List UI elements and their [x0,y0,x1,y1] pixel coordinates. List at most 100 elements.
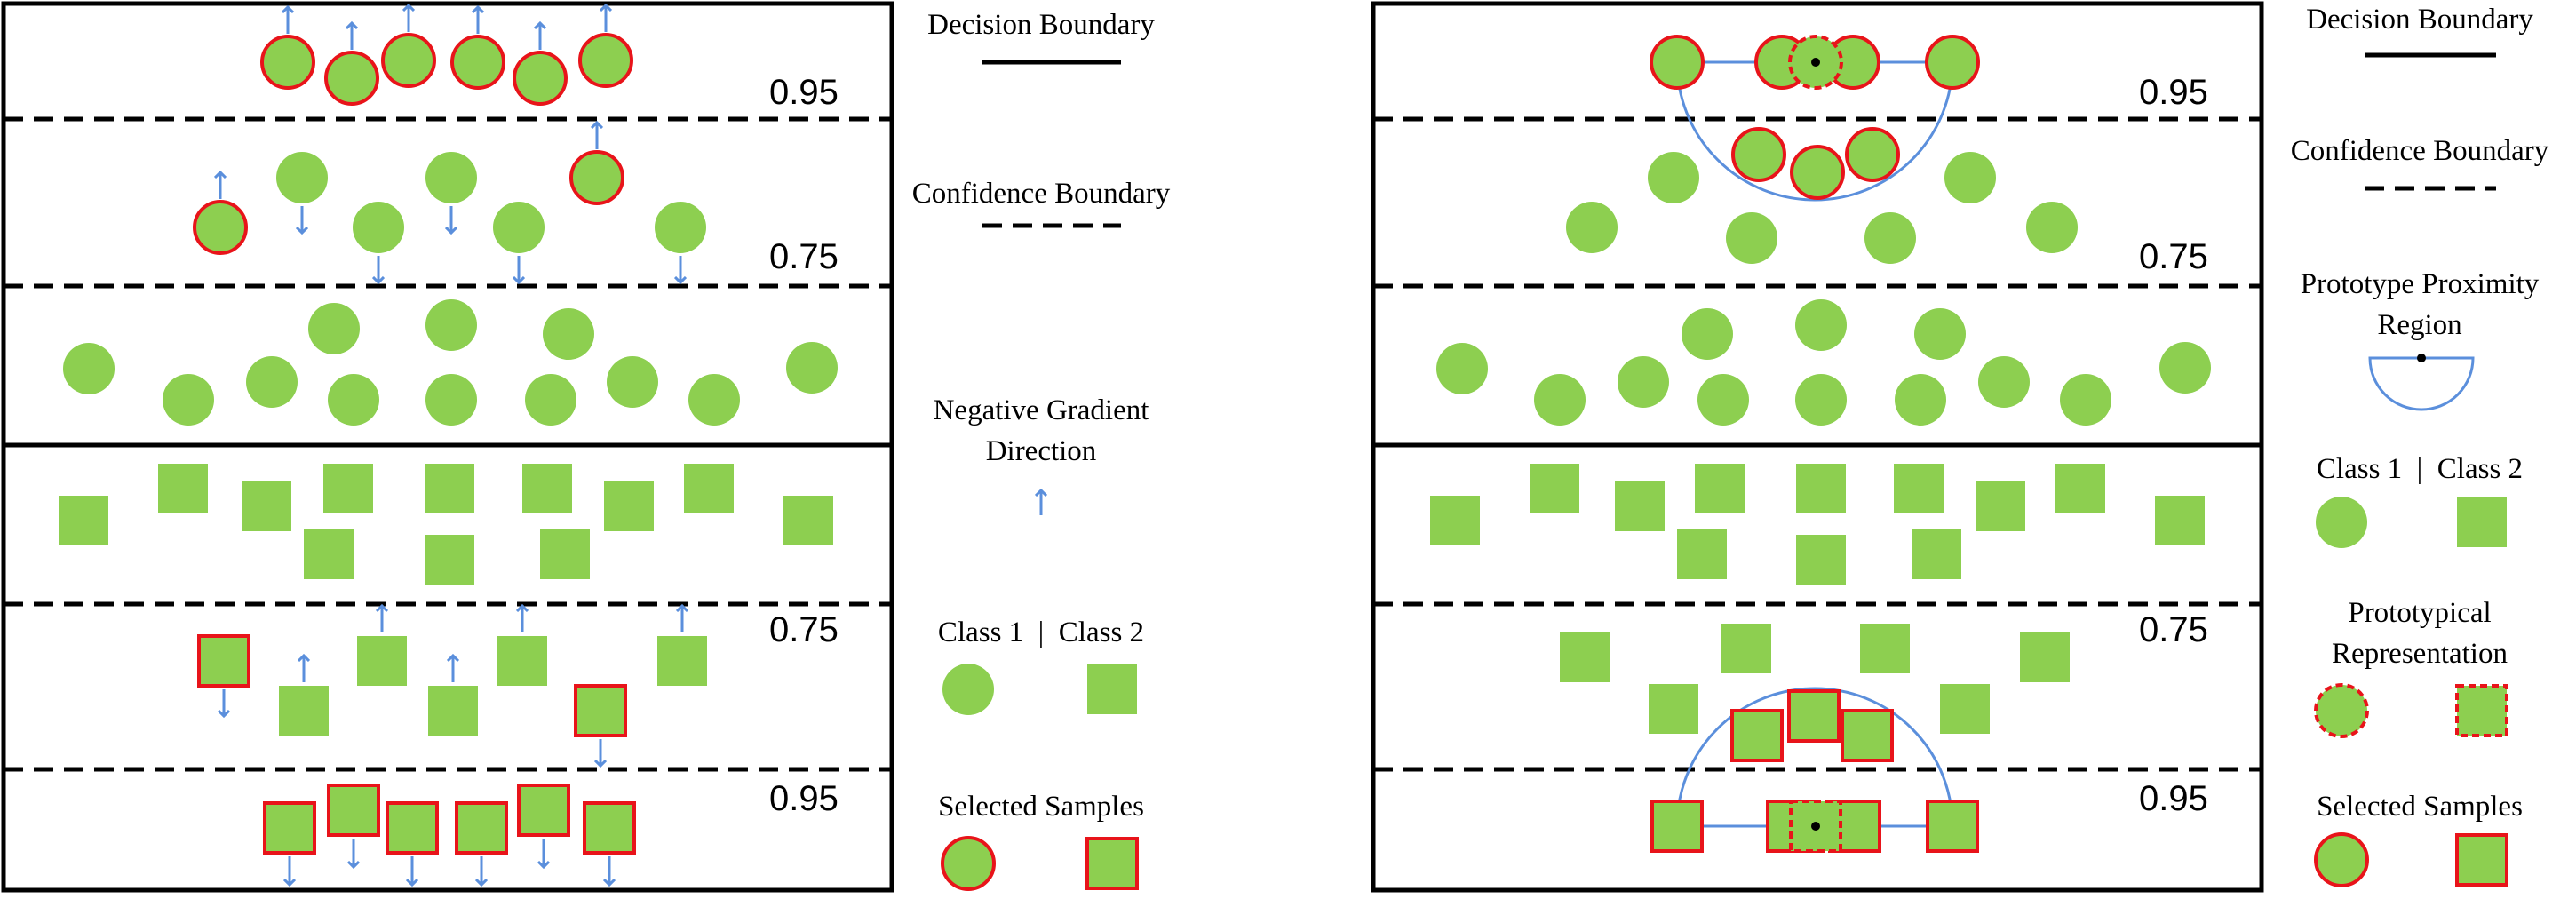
selected-square [574,684,627,737]
selected-square [1841,709,1894,762]
class1-circle [63,343,115,394]
left-legend-selected-circle [941,836,996,891]
right-legend-prototype-circle [2314,683,2369,738]
selected-square [1926,800,1979,853]
class2-square [158,464,208,513]
right-legend-prototype-square [2455,684,2508,737]
selected-square [386,801,439,855]
prototype-proximity-region-class2 [1675,687,1954,828]
class2-square [425,464,474,513]
class1-circle [1726,212,1777,264]
right-legend-selected-square [2455,833,2508,887]
left-threshold-095-top: 0.95 [769,73,839,112]
class1-circle [163,374,214,426]
class1-circle [1944,152,1996,203]
selected-circle [1650,35,1705,90]
class1-circle [1978,356,2030,408]
left-legend-negative-gradient-label-1: Negative Gradient [934,394,1149,426]
class1-circle [2159,342,2211,394]
selected-square [517,784,570,837]
class2-square [1695,464,1745,513]
class2-square [2155,496,2205,545]
right-legend-class1-circle [2316,497,2367,548]
right-threshold-095-top: 0.95 [2139,73,2208,112]
selected-square [1730,709,1784,762]
selected-square [327,784,380,837]
class1-circle [655,202,706,253]
selected-circle [569,150,624,205]
class2-square [1912,529,1961,579]
class1-circle [246,356,298,408]
class2-square [279,686,329,736]
class1-circle [1566,202,1618,253]
class2-square [1860,624,1910,673]
selected-circle [1731,127,1786,182]
selected-square [1650,800,1704,853]
class2-square [1615,481,1665,531]
selected-circle [578,33,633,88]
class1-circle [1795,299,1847,351]
class2-square [1649,684,1698,734]
left-legend-negative-gradient-label-2: Direction [986,435,1097,467]
selected-circle [324,51,379,106]
selected-circle [513,51,568,106]
class1-circle [353,202,404,253]
right-legend-prototypical-label-2: Representation [2332,638,2508,670]
class1-circle [607,356,658,408]
class2-square [657,636,707,686]
class2-square [2055,464,2105,513]
right-legend-proximity-label-2: Region [2377,309,2461,341]
left-threshold-075-top: 0.75 [769,237,839,276]
right-threshold-095-bottom: 0.95 [2139,779,2208,818]
selected-square [263,801,316,855]
selected-circle [1845,127,1900,182]
class2-square [425,535,474,585]
class1-circle [2060,374,2111,426]
class2-square [242,481,291,531]
class2-square [1796,464,1846,513]
class2-square [1530,464,1579,513]
class1-circle [1648,152,1699,203]
left-legend-class1-circle [942,664,994,715]
prototype-center-dot [1811,58,1820,67]
right-legend-selected-circle [2314,832,2369,887]
class1-circle [688,374,740,426]
class2-square [59,496,108,545]
prototype-center-dot [1811,822,1820,831]
right-legend-prototypical-label-1: Prototypical [2348,597,2491,629]
right-legend-confidence-boundary-label: Confidence Boundary [2291,135,2549,167]
class1-circle [1864,212,1916,264]
class1-circle [1534,374,1586,426]
class1-circle [425,299,477,351]
class2-square [1721,624,1771,673]
class2-square [783,496,833,545]
selected-circle [381,33,436,88]
class2-square [357,636,407,686]
left-threshold-075-bottom: 0.75 [769,610,839,649]
right-threshold-075-bottom: 0.75 [2139,610,2208,649]
class2-square [540,529,590,579]
class1-circle [493,202,545,253]
selected-circle [260,35,315,90]
right-legend-proximity-label-1: Prototype Proximity [2301,268,2540,300]
left-legend-selected-samples-label: Selected Samples [938,791,1144,823]
selected-square [1787,689,1841,743]
right-legend-selected-samples-label: Selected Samples [2317,791,2523,823]
class2-square [304,529,354,579]
class1-circle [786,342,838,394]
selected-square [583,801,636,855]
class1-circle [1697,374,1749,426]
class2-square [1894,464,1944,513]
selected-square [197,634,250,688]
class2-square [1560,632,1610,682]
class2-square [497,636,547,686]
class1-circle [2026,202,2078,253]
left-legend-class-label: Class 1 | Class 2 [938,617,1144,648]
selected-circle [450,35,505,90]
class1-circle [276,152,328,203]
class1-circle [1895,374,1946,426]
left-threshold-095-bottom: 0.95 [769,779,839,818]
class2-square [428,686,478,736]
left-legend-confidence-boundary-label: Confidence Boundary [912,178,1171,210]
